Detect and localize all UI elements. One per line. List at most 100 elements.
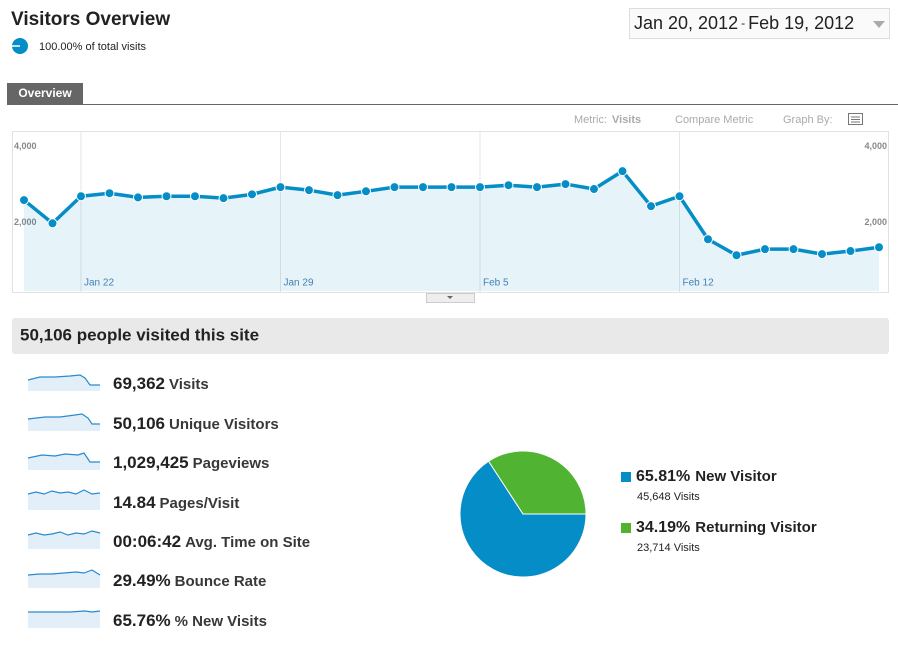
y2-tick-label: 2,000 xyxy=(864,217,887,227)
metric-label: Unique Visitors xyxy=(169,416,279,433)
sparklines xyxy=(27,374,101,628)
metric-value: 00:06:42 xyxy=(113,532,181,551)
sparkline[interactable] xyxy=(27,452,100,470)
point[interactable] xyxy=(304,185,314,196)
legend-value: 34.19% xyxy=(636,519,690,536)
point[interactable] xyxy=(475,182,485,193)
sparkline[interactable] xyxy=(27,569,101,588)
summary-bar xyxy=(12,318,889,354)
point[interactable] xyxy=(161,191,172,202)
x-tick-label: Jan 29 xyxy=(284,278,314,289)
y-tick-label: 2,000 xyxy=(14,217,37,227)
metric[interactable]: 29.49% Bounce Rate xyxy=(113,571,266,590)
metric-value[interactable]: Visits xyxy=(612,114,641,126)
x-tick-label: Feb 5 xyxy=(483,278,509,289)
point[interactable] xyxy=(247,189,257,200)
metric-value: 50,106 xyxy=(113,414,165,433)
metric[interactable]: 50,106 Unique Visitors xyxy=(113,414,279,433)
metric-value: 69,362 xyxy=(113,374,165,393)
point[interactable] xyxy=(332,190,343,201)
metric-label: Visits xyxy=(169,376,209,393)
point[interactable] xyxy=(788,244,799,255)
x-tick-label: Feb 12 xyxy=(683,278,715,289)
point[interactable] xyxy=(275,182,286,193)
summary-text: 50,106 people visited this site xyxy=(20,325,259,344)
chart-frame xyxy=(12,131,889,293)
x-tick-label: Jan 22 xyxy=(84,278,114,289)
metric[interactable]: 1,029,425 Pageviews xyxy=(113,453,269,472)
legend-detail: 23,714 Visits xyxy=(637,542,700,554)
legend-label: Returning Visitor xyxy=(695,519,817,536)
metric-label: Pageviews xyxy=(193,455,270,472)
sparkline[interactable] xyxy=(27,489,101,510)
metrics-list: 69,362 Visits 50,106 Unique Visitors 1,029,4… xyxy=(113,374,310,630)
y2-tick-label: 4,000 xyxy=(864,141,887,151)
point[interactable] xyxy=(446,182,457,193)
point[interactable] xyxy=(817,249,827,260)
sparkline[interactable] xyxy=(27,374,100,391)
point[interactable] xyxy=(617,166,628,177)
pie-chart: 65.81% New Visitor 45,648 Visits 34.19% Retu… xyxy=(459,450,817,578)
legend-value: 65.81% xyxy=(636,468,690,485)
point[interactable] xyxy=(760,244,770,255)
tab-label[interactable]: Overview xyxy=(18,86,72,100)
date-range[interactable]: Jan 20, 2012- Feb 19, 2012 xyxy=(634,13,854,33)
point[interactable] xyxy=(703,234,713,245)
metric[interactable]: 14.84 Pages/Visit xyxy=(113,493,239,512)
point[interactable] xyxy=(845,246,856,257)
compare-metric[interactable]: Compare Metric xyxy=(675,114,754,126)
legend-entry[interactable]: 34.19% Returning Visitor xyxy=(636,519,817,536)
point[interactable] xyxy=(47,218,58,229)
date-dropdown-arrow[interactable] xyxy=(873,21,885,28)
point[interactable] xyxy=(389,182,400,193)
metric[interactable]: 65.76%% New Visits xyxy=(113,611,267,630)
point[interactable] xyxy=(532,182,542,193)
sparkline[interactable] xyxy=(27,530,101,549)
legend-swatch xyxy=(621,472,631,482)
metric[interactable]: 69,362 Visits xyxy=(113,374,209,393)
point[interactable] xyxy=(218,193,229,204)
metric-label: Pages/Visit xyxy=(160,495,240,512)
area xyxy=(24,171,879,291)
legend-entry[interactable]: 65.81% New Visitor xyxy=(636,468,777,485)
metric-value: 65.76% xyxy=(113,611,171,630)
point[interactable] xyxy=(418,182,428,193)
y-tick-label: 4,000 xyxy=(14,141,37,151)
point[interactable] xyxy=(589,184,599,195)
point[interactable] xyxy=(190,191,200,202)
point[interactable] xyxy=(104,188,115,199)
point[interactable] xyxy=(674,191,685,202)
graph-by-icon[interactable] xyxy=(848,113,863,125)
date-start: Jan 20, 2012 xyxy=(634,13,738,33)
graph-by: Graph By: xyxy=(783,114,833,126)
page-title: Visitors Overview xyxy=(11,9,170,30)
metric[interactable]: 00:06:42 Avg. Time on Site xyxy=(113,532,310,551)
sparkline[interactable] xyxy=(27,413,100,431)
point[interactable] xyxy=(646,201,656,212)
metric-value: 14.84 xyxy=(113,493,156,512)
point[interactable] xyxy=(133,192,143,203)
point[interactable] xyxy=(731,250,742,261)
point[interactable] xyxy=(874,242,884,253)
metric-label: Metric: xyxy=(574,114,607,126)
line-chart: Jan 22 Jan 29 Feb 5 Feb 12 2,000 2,000 4,000 4,… xyxy=(14,132,887,292)
point[interactable] xyxy=(503,180,514,191)
chart-resize-arrow xyxy=(447,296,453,299)
sparkline[interactable] xyxy=(28,610,101,628)
legend-detail: 45,648 Visits xyxy=(637,491,700,503)
metric-value: 1,029,425 xyxy=(113,453,189,472)
tab[interactable] xyxy=(7,83,83,104)
pie-slice[interactable] xyxy=(487,450,587,515)
date-end: Feb 19, 2012 xyxy=(748,13,854,33)
metric-value: 29.49% xyxy=(113,571,171,590)
point[interactable] xyxy=(361,186,371,197)
pie-slice[interactable] xyxy=(459,460,587,578)
point[interactable] xyxy=(76,191,86,202)
point[interactable] xyxy=(19,195,29,206)
segment-label[interactable]: 100.00% of total visits xyxy=(39,41,147,53)
legend-label: New Visitor xyxy=(695,468,777,485)
metric-label: Avg. Time on Site xyxy=(185,534,310,551)
date-picker[interactable] xyxy=(629,8,890,39)
point[interactable] xyxy=(560,179,571,190)
